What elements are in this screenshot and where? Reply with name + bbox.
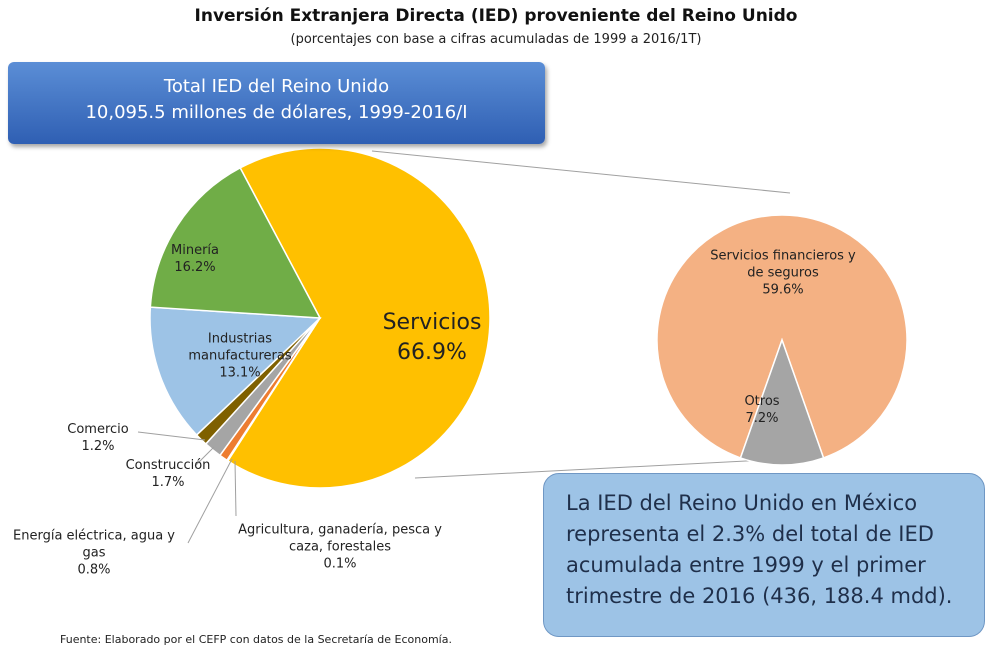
slice-label: Energía eléctrica, agua y gas 0.8% [13,528,175,579]
pie-slice [149,166,322,319]
slice-label: Servicios 66.9% [383,308,482,368]
category-label: Servicios [382,310,482,335]
chart-subtitle: (porcentajes con base a cifras acumulada… [290,32,702,47]
leader-line [234,460,237,517]
category-label: Servicios financieros y de seguros [710,248,856,281]
category-label: Agricultura, ganadería, pesca y caza, fo… [238,522,442,555]
leader-line [187,458,233,544]
pie-slice [656,214,908,459]
value-label: 0.8% [77,562,111,578]
total-line: 10,095.5 millones de dólares, 1999-2016/… [85,102,468,123]
value-label: 7.2% [745,411,779,426]
note-callout: La IED del Reino Unido en México represe… [543,473,985,637]
category-label: Energía eléctrica, agua y gas [13,528,175,561]
category-label: Otros [744,394,780,409]
value-label: 0.1% [323,556,357,572]
value-label: 16.2% [174,260,216,275]
value-label: 59.6% [762,282,804,298]
pie-slice [149,306,322,437]
slice-label: Minería 16.2% [171,242,219,276]
slice-label: Construcción 1.7% [126,457,211,491]
connector-line [371,150,791,194]
category-label: Minería [171,243,219,258]
leader-line [137,431,206,441]
pie-slice [226,147,491,489]
value-label: 66.9% [397,340,467,365]
chart-title: Inversión Extranjera Directa (IED) prove… [194,6,798,26]
total-callout: Total IED del Reino Unido 10,095.5 millo… [8,62,545,144]
category-label: Construcción [125,458,211,473]
slice-label: Industrias manufactureras 13.1% [188,331,291,382]
leader-line [194,446,215,467]
total-line: Total IED del Reino Unido [163,76,390,97]
source-note: Fuente: Elaborado por el CEFP con datos … [60,633,452,646]
value-label: 13.1% [219,365,261,381]
slice-label: Comercio 1.2% [67,421,128,455]
category-label: Industrias manufactureras [188,331,292,364]
slice-label: Otros 7.2% [744,393,779,427]
value-label: 1.2% [81,439,115,454]
slice-label: Servicios financieros y de seguros 59.6% [710,248,856,299]
connector-line [414,458,786,479]
category-label: Comercio [67,422,129,437]
slice-label: Agricultura, ganadería, pesca y caza, fo… [238,522,442,573]
value-label: 1.7% [151,475,185,490]
pie-slice [739,337,825,466]
